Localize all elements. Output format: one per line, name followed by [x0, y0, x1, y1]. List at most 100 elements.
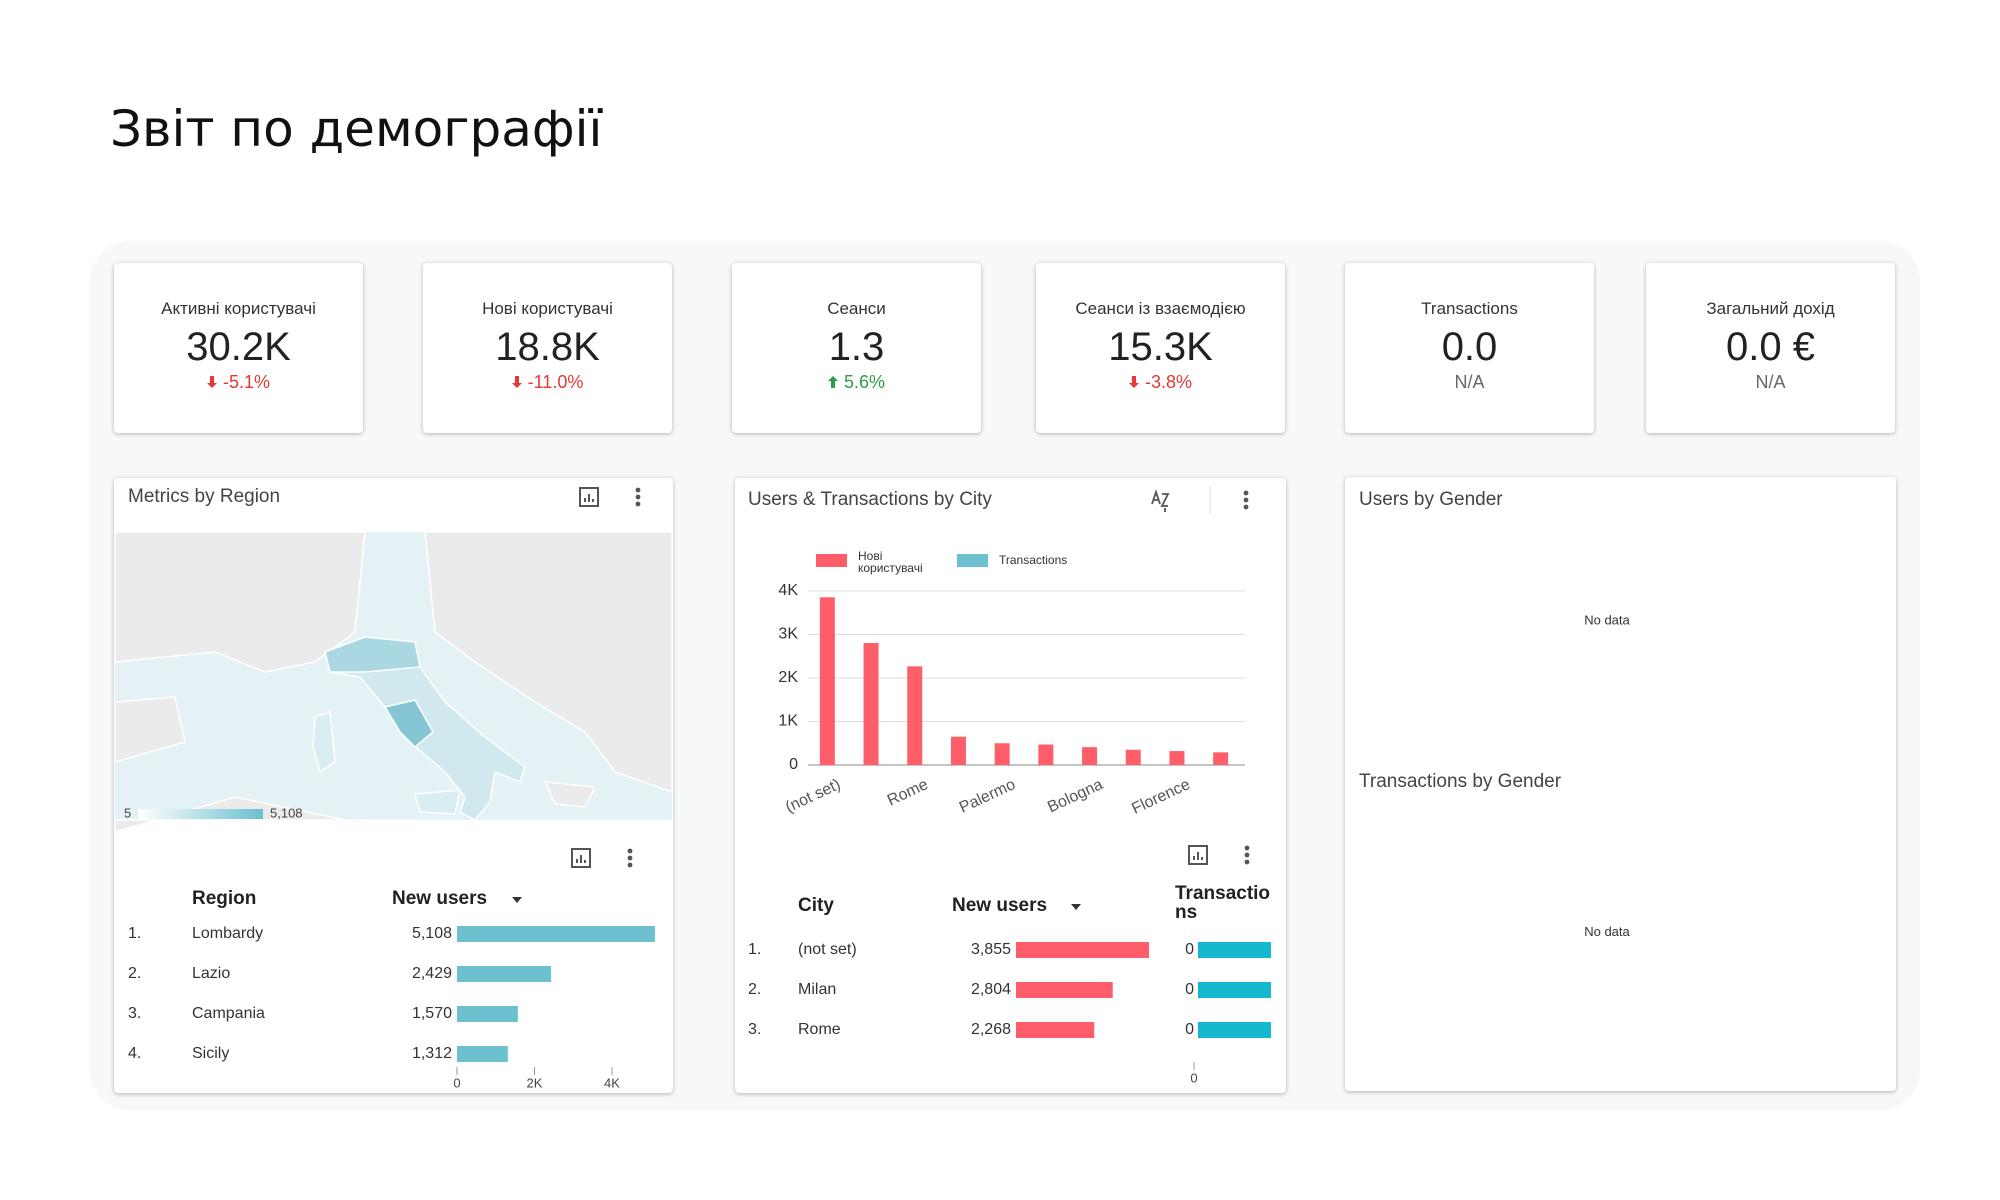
kpi-value: 18.8K	[495, 325, 600, 369]
chart-button[interactable]	[1188, 845, 1208, 865]
column-header: City	[798, 895, 834, 916]
row-value: 2,268	[971, 1021, 1011, 1038]
city-panel: Users & Transactions by City 0 1K 2K 3K 4K (no…	[735, 478, 1286, 1093]
kpi-card: Нові користувачі 18.8K -11.0%	[423, 263, 672, 433]
row-rank: 4.	[128, 1045, 141, 1062]
sort-arrow[interactable]	[1071, 904, 1081, 910]
scale-max: 5,108	[270, 805, 303, 820]
y-tick-label: 2K	[778, 669, 798, 686]
kpi-change: N/A	[1454, 372, 1485, 392]
icon-bars	[576, 855, 586, 863]
icon-dot	[1244, 859, 1250, 865]
page-title: Звіт по демографії	[110, 100, 603, 158]
sort-button[interactable]	[1151, 489, 1170, 512]
x-tick-label: (not set)	[783, 776, 843, 816]
row-value: 1,570	[412, 1005, 452, 1022]
panel-title: Users by Gender	[1359, 489, 1503, 510]
row-rank: 2.	[128, 965, 141, 982]
row-transactions: 0	[1185, 981, 1194, 998]
kpi-change: -5.1%	[222, 372, 271, 392]
region-panel-canvas: Metrics by Region 5 5,108 Region New users 1.…	[114, 486, 673, 1090]
map-sicily	[414, 789, 461, 815]
icon-dot	[627, 855, 633, 861]
row-bar	[1016, 982, 1113, 998]
kpi-value: 30.2K	[186, 325, 291, 369]
row-value: 2,804	[971, 981, 1011, 998]
row-rank: 2.	[748, 981, 761, 998]
kpi-label: Загальний дохід	[1706, 299, 1835, 318]
legend-label: Нові користувачі	[858, 549, 923, 575]
kpi-value: 15.3K	[1108, 325, 1213, 369]
icon-dot	[1243, 490, 1249, 496]
column-header: New users	[952, 895, 1047, 916]
bar	[1082, 747, 1098, 765]
kpi-change: -11.0%	[527, 372, 584, 392]
row-rank: 3.	[748, 1021, 761, 1038]
kpi-change-row: -11.0%	[423, 372, 672, 393]
legend-label: Transactions	[999, 553, 1068, 567]
arrow-shape	[511, 376, 522, 388]
bar	[1169, 751, 1185, 765]
transactions-track	[1198, 982, 1271, 998]
legend-swatch	[957, 554, 988, 567]
menu-button[interactable]	[635, 487, 641, 507]
gender-panel: Users by Gender No data Transactions by Ge…	[1345, 477, 1896, 1091]
kpi-arrow	[206, 376, 217, 388]
kpi-card: Активні користувачі 30.2K -5.1%	[114, 263, 363, 433]
row-rank: 1.	[748, 941, 761, 958]
icon-sort	[1151, 489, 1170, 512]
transactions-track	[1198, 1022, 1271, 1038]
empty-message: No data	[1584, 612, 1630, 627]
map-country	[114, 796, 416, 833]
transactions-track	[1198, 942, 1271, 958]
kpi-change-row: -3.8%	[1036, 372, 1285, 393]
kpi-card: Сеанси із взаємодією 15.3K -3.8%	[1036, 263, 1285, 433]
kpi-change-row: N/A	[1345, 372, 1594, 393]
x-tick-label: 0	[453, 1075, 460, 1090]
x-tick-label: Palermo	[957, 776, 1018, 817]
x-tick-label: 4K	[604, 1075, 620, 1090]
kpi-label: Активні користувачі	[161, 299, 316, 318]
row-bar	[457, 926, 655, 942]
kpi-arrow	[1128, 376, 1139, 388]
bar	[1038, 744, 1054, 765]
kpi-change-row: 5.6%	[732, 372, 981, 393]
kpi-arrow	[827, 376, 838, 388]
row-name: (not set)	[798, 941, 857, 958]
empty-message: No data	[1584, 924, 1630, 939]
icon-dot	[1243, 504, 1249, 510]
row-name: Campania	[192, 1005, 265, 1022]
menu-button[interactable]	[627, 848, 633, 868]
kpi-value: 0.0 €	[1726, 325, 1815, 369]
x-tick-label: Bologna	[1045, 776, 1106, 816]
icon-dot	[1243, 497, 1249, 503]
icon-frame	[579, 487, 599, 507]
kpi-card: Загальний дохід 0.0 € N/A	[1646, 263, 1895, 433]
scale-min: 5	[124, 805, 131, 820]
bar	[863, 643, 879, 765]
icon-frame	[1188, 845, 1208, 865]
kpi-value: 1.3	[828, 325, 885, 369]
map-country	[114, 696, 186, 763]
map-sardinia	[312, 710, 336, 774]
arrow-shape	[206, 376, 217, 388]
kpi-label: Сеанси із взаємодією	[1075, 299, 1246, 318]
chart-button[interactable]	[571, 848, 591, 868]
x-tick-label: 2K	[527, 1075, 543, 1090]
kpi-change: N/A	[1755, 372, 1786, 392]
sort-arrow[interactable]	[512, 897, 522, 903]
menu-button[interactable]	[1243, 490, 1249, 510]
panel-title: Metrics by Region	[128, 486, 280, 507]
icon-frame	[571, 848, 591, 868]
kpi-label: Сеанси	[827, 299, 886, 318]
row-transactions: 0	[1185, 1021, 1194, 1038]
y-tick-label: 1K	[778, 713, 798, 730]
panel-title: Users & Transactions by City	[748, 489, 992, 510]
menu-button[interactable]	[1244, 845, 1250, 865]
row-bar	[1016, 1022, 1095, 1038]
x-tick-label: Florence	[1129, 776, 1193, 818]
x-tick-label: Rome	[885, 776, 931, 810]
row-rank: 1.	[128, 925, 141, 942]
chart-button[interactable]	[579, 487, 599, 507]
